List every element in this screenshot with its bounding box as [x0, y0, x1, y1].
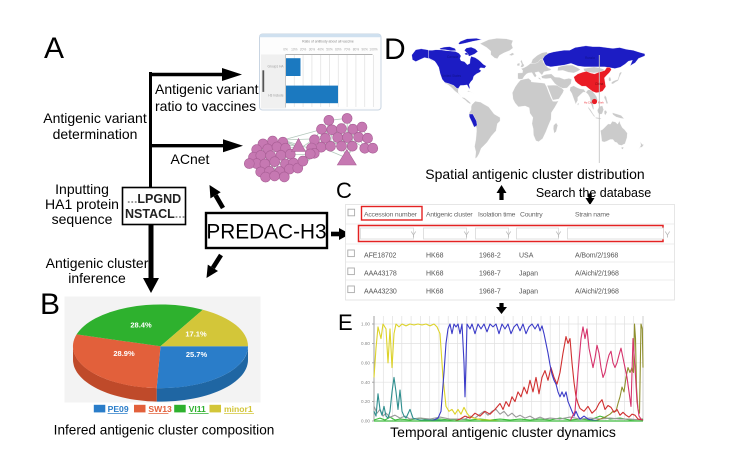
- svg-text:Strain name: Strain name: [575, 212, 610, 219]
- svg-text:28.4%: 28.4%: [130, 321, 152, 330]
- svg-text:0.60: 0.60: [361, 360, 370, 365]
- svg-text:A/Aichi/2/1968: A/Aichi/2/1968: [575, 271, 619, 278]
- svg-text:Antigenic variant: Antigenic variant: [43, 110, 147, 126]
- svg-text:B: B: [40, 288, 60, 321]
- svg-text:Y: Y: [411, 230, 417, 240]
- svg-text:SW13: SW13: [148, 404, 172, 414]
- svg-text:28.9%: 28.9%: [113, 349, 135, 358]
- svg-text:1968-2: 1968-2: [479, 253, 501, 260]
- svg-text:Antigenic variant: Antigenic variant: [155, 81, 259, 97]
- svg-text:AAA43178: AAA43178: [364, 271, 397, 278]
- svg-text:1968-7: 1968-7: [479, 289, 501, 296]
- svg-text:Antigenic cluster: Antigenic cluster: [46, 255, 149, 271]
- svg-text:ACnet: ACnet: [171, 151, 210, 167]
- svg-text:Group1 HA: Group1 HA: [268, 64, 285, 68]
- svg-text:Isolation time: Isolation time: [478, 212, 516, 219]
- svg-text:VI11: VI11: [189, 404, 206, 414]
- svg-text:Accession number: Accession number: [364, 212, 418, 219]
- svg-text:Y: Y: [506, 230, 512, 240]
- svg-text:70%: 70%: [344, 48, 351, 52]
- svg-text:AAA43230: AAA43230: [364, 289, 397, 296]
- svg-text:NSTACL...: NSTACL...: [125, 207, 185, 221]
- svg-text:25.7%: 25.7%: [186, 350, 208, 359]
- svg-text:Infered antigenic cluster comp: Infered antigenic cluster composition: [54, 423, 275, 438]
- svg-text:minor1: minor1: [224, 404, 253, 414]
- svg-text:ratio to vaccines: ratio to vaccines: [155, 98, 256, 114]
- svg-text:Inputting: Inputting: [55, 181, 109, 197]
- svg-text:C: C: [336, 178, 352, 203]
- svg-text:China: China: [595, 82, 604, 86]
- svg-text:Antigenic cluster: Antigenic cluster: [426, 212, 473, 219]
- svg-text:Canada: Canada: [447, 55, 458, 59]
- svg-text:40%: 40%: [318, 48, 325, 52]
- svg-text:0.80: 0.80: [361, 341, 370, 346]
- svg-text:HK68: HK68: [426, 253, 444, 260]
- svg-text:Country: Country: [520, 212, 543, 219]
- svg-text:USA: USA: [519, 253, 534, 260]
- svg-text:30%: 30%: [309, 48, 316, 52]
- svg-text:Y: Y: [464, 230, 470, 240]
- svg-text:E: E: [338, 310, 353, 335]
- svg-text:60%: 60%: [335, 48, 342, 52]
- svg-text:determination: determination: [53, 126, 138, 142]
- svg-text:inference: inference: [68, 270, 126, 286]
- svg-text:Spatial antigenic cluster dist: Spatial antigenic cluster distribution: [425, 166, 644, 182]
- svg-text:HK68: HK68: [426, 289, 444, 296]
- svg-text:PE09: PE09: [108, 404, 129, 414]
- svg-text:A: A: [44, 32, 64, 65]
- svg-text:100%: 100%: [369, 48, 377, 52]
- svg-text:AFE18702: AFE18702: [364, 253, 396, 260]
- svg-text:HA1 protein: HA1 protein: [45, 196, 119, 212]
- svg-text:H3 Include: H3 Include: [268, 93, 283, 97]
- svg-text:D: D: [384, 33, 406, 66]
- svg-text:Y: Y: [556, 230, 562, 240]
- svg-text:A/Aichi/2/1968: A/Aichi/2/1968: [575, 289, 619, 296]
- svg-text:...LPGND: ...LPGND: [127, 192, 181, 206]
- svg-text:0.20: 0.20: [361, 399, 370, 404]
- svg-text:HK68: HK68: [426, 271, 444, 278]
- svg-text:Ratio of antibody about all va: Ratio of antibody about all vaccine: [302, 40, 354, 44]
- svg-text:0.00: 0.00: [361, 419, 370, 424]
- svg-text:10%: 10%: [291, 48, 298, 52]
- svg-text:0%: 0%: [283, 48, 288, 52]
- svg-text:Russia: Russia: [585, 56, 595, 60]
- svg-text:1.00: 1.00: [361, 322, 370, 327]
- svg-text:90%: 90%: [362, 48, 369, 52]
- svg-text:Y: Y: [665, 230, 671, 240]
- svg-text:Search the database: Search the database: [536, 186, 651, 200]
- svg-text:Ho Chi: Ho Chi: [584, 101, 592, 105]
- svg-text:sequence: sequence: [52, 211, 113, 227]
- svg-text:Japan: Japan: [519, 271, 538, 278]
- svg-text:0.40: 0.40: [361, 380, 370, 385]
- svg-text:1968-7: 1968-7: [479, 271, 501, 278]
- svg-text:PREDAC-H3: PREDAC-H3: [206, 221, 326, 244]
- svg-text:A/Bom/2/1968: A/Bom/2/1968: [575, 253, 618, 260]
- svg-text:17.1%: 17.1%: [185, 330, 207, 339]
- svg-text:20%: 20%: [300, 48, 307, 52]
- svg-text:Minh: Minh: [598, 101, 604, 105]
- svg-text:80%: 80%: [353, 48, 360, 52]
- svg-text:Japan: Japan: [519, 289, 538, 296]
- svg-text:Temporal antigenic cluster dyn: Temporal antigenic cluster dynamics: [390, 424, 616, 440]
- svg-text:United States: United States: [442, 74, 462, 78]
- svg-text:50%: 50%: [326, 48, 333, 52]
